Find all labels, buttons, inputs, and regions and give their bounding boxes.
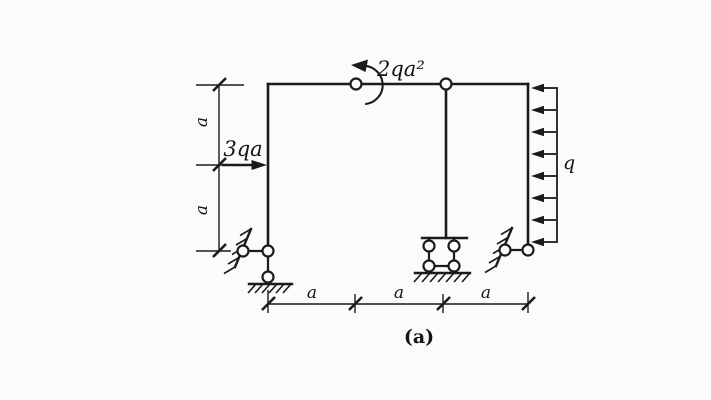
beam-hinge-right [439,77,453,91]
dimension-label-bottom-a2: a [394,283,404,303]
beam-hinge-left [349,77,363,91]
moment-arrowhead-icon [351,59,368,72]
right-support [484,226,535,274]
distributed-load: q [531,83,575,247]
left-column-base-hinge [261,244,275,258]
bottom-dim-tick-icon [261,296,536,311]
right-wall-roller-hinge [498,243,512,257]
horizontal-force: 3qa [222,137,267,170]
dimension-label-bottom-a3: a [481,283,491,303]
middle-bottom-left-hinge [422,259,436,273]
moment-label: 2qa² [376,57,425,81]
left-ground-hatch-icon [247,283,292,294]
middle-support [413,236,472,283]
middle-bottom-right-hinge [447,259,461,273]
force-arrowhead-icon [251,160,267,170]
middle-top-left-hinge [422,239,436,253]
left-support [223,227,294,294]
load-arrow-icon [531,83,556,247]
force-label: 3qa [223,137,262,161]
figure-caption: (a) [404,326,434,348]
dimension-chain-bottom: a a a [261,283,536,313]
middle-ground-hatch-icon [413,272,471,283]
moment-arrow-icon [359,64,384,106]
distributed-load-label: q [563,152,575,174]
left-dim-tick-icon [212,77,227,258]
dimension-chain-left: a a [192,77,244,258]
left-ground-hinge [261,270,275,284]
left-wall-roller-hinge [236,244,250,258]
frame-members [266,82,530,253]
right-column-base-hinge [521,243,535,257]
dimension-label-left-a1: a [192,117,212,127]
dimension-label-left-a2: a [192,205,212,215]
middle-top-right-hinge [447,239,461,253]
moment-load: 2qa² [351,57,425,106]
dimension-label-bottom-a1: a [307,283,317,303]
